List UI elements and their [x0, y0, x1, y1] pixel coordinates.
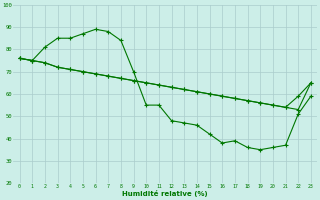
X-axis label: Humidité relative (%): Humidité relative (%) — [123, 190, 208, 197]
